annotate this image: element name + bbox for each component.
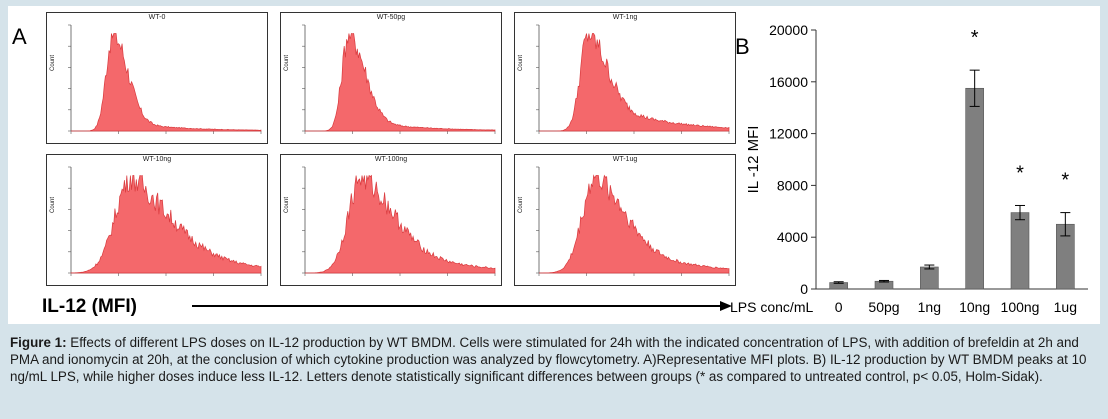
y-tick-label: 20000 <box>769 22 808 38</box>
histogram-distribution <box>539 174 730 274</box>
bar <box>965 87 984 290</box>
histogram-svg <box>536 24 730 134</box>
histogram-distribution <box>539 33 730 132</box>
x-tick-label: 50pg <box>868 299 899 315</box>
histogram-svg <box>68 24 262 134</box>
histogram-plot: WT-0 Count <box>46 12 268 144</box>
x-tick-label: 100ng <box>1001 299 1040 315</box>
histogram-title: WT-50pg <box>376 14 406 21</box>
histogram-svg <box>302 24 496 134</box>
y-axis-label: IL -12 MFI <box>745 126 762 194</box>
histogram-distribution <box>305 33 496 132</box>
histogram-plot: WT-1ug Count <box>514 154 736 286</box>
histogram-title: WT-100ng <box>374 156 408 163</box>
y-tick-label: 16000 <box>769 74 808 90</box>
significance-marker: * <box>971 27 979 49</box>
x-tick-label: 1ng <box>918 299 941 315</box>
significance-marker: * <box>1061 170 1069 192</box>
histogram-svg <box>302 166 496 276</box>
figure-panel: A WT-0 Count WT-50pg Count WT-1ng Count WT-10n… <box>8 6 1100 324</box>
significance-marker: * <box>1016 162 1024 184</box>
histogram-title: WT-1ng <box>612 14 638 21</box>
figure-caption: Figure 1: Effects of different LPS doses… <box>10 334 1102 385</box>
histogram-grid: WT-0 Count WT-50pg Count WT-1ng Count WT-10ng C… <box>46 12 736 292</box>
x-axis-prefix: LPS conc/mL <box>730 299 813 315</box>
x-tick-label: 0 <box>835 299 843 315</box>
x-axis-title: IL-12 (MFI) <box>42 296 137 317</box>
histogram-svg <box>536 166 730 276</box>
histogram-svg <box>68 166 262 276</box>
x-tick-label: 1ug <box>1054 299 1077 315</box>
panel-a-letter: A <box>12 24 27 49</box>
y-tick-label: 12000 <box>769 126 808 142</box>
arrow-right-icon <box>192 301 732 311</box>
x-tick-label: 10ng <box>959 299 990 315</box>
y-tick-label: 4000 <box>777 229 808 245</box>
histogram-distribution <box>305 174 496 274</box>
histogram-plot: WT-10ng Count <box>46 154 268 286</box>
bar <box>1010 212 1030 290</box>
panel-b-letter: B <box>735 34 750 59</box>
histogram-title: WT-0 <box>148 14 166 21</box>
histogram-distribution <box>71 33 262 132</box>
y-tick-label: 0 <box>800 281 808 297</box>
histogram-distribution <box>70 175 262 274</box>
x-axis-title-row: IL-12 (MFI) <box>42 294 732 320</box>
caption-text: Effects of different LPS doses on IL-12 … <box>10 335 1087 384</box>
histogram-plot: WT-100ng Count <box>280 154 502 286</box>
caption-head: Figure 1: <box>10 335 67 350</box>
histogram-plot: WT-50pg Count <box>280 12 502 144</box>
histogram-title: WT-1ug <box>612 156 638 163</box>
histogram-title: WT-10ng <box>142 156 172 163</box>
bar-chart: 0 4000 8000 12000 16000 20000 IL -12 MFI LPS co… <box>730 22 1088 315</box>
histogram-plot: WT-1ng Count <box>514 12 736 144</box>
y-tick-label: 8000 <box>777 177 808 193</box>
bar-chart-area: B 0 4000 8000 12000 16000 20000 IL -12 MFI LPS … <box>728 16 1098 322</box>
bar <box>920 266 939 290</box>
